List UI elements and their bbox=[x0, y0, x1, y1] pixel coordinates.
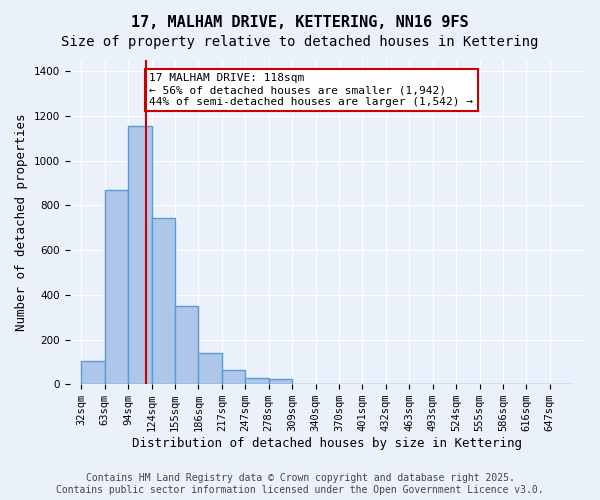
Text: 17, MALHAM DRIVE, KETTERING, NN16 9FS: 17, MALHAM DRIVE, KETTERING, NN16 9FS bbox=[131, 15, 469, 30]
Bar bbox=[269, 378, 292, 384]
Bar bbox=[199, 353, 222, 384]
Bar bbox=[245, 378, 269, 384]
Bar bbox=[175, 306, 199, 384]
Text: Contains HM Land Registry data © Crown copyright and database right 2025.
Contai: Contains HM Land Registry data © Crown c… bbox=[56, 474, 544, 495]
Bar bbox=[104, 190, 128, 384]
Bar bbox=[152, 218, 175, 384]
Bar bbox=[128, 126, 152, 384]
X-axis label: Distribution of detached houses by size in Kettering: Distribution of detached houses by size … bbox=[132, 437, 522, 450]
Text: 17 MALHAM DRIVE: 118sqm
← 56% of detached houses are smaller (1,942)
44% of semi: 17 MALHAM DRIVE: 118sqm ← 56% of detache… bbox=[149, 74, 473, 106]
Bar bbox=[222, 370, 245, 384]
Y-axis label: Number of detached properties: Number of detached properties bbox=[15, 114, 28, 331]
Text: Size of property relative to detached houses in Kettering: Size of property relative to detached ho… bbox=[61, 35, 539, 49]
Bar bbox=[81, 360, 104, 384]
